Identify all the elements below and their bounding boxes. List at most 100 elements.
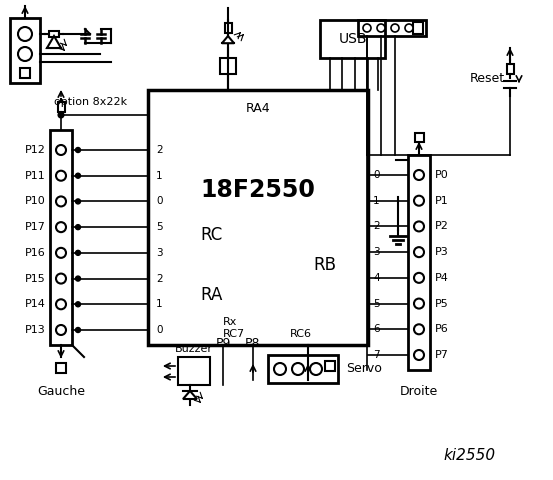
Circle shape xyxy=(391,24,399,32)
Text: Servo: Servo xyxy=(346,362,382,375)
Text: P6: P6 xyxy=(435,324,448,334)
Text: 1: 1 xyxy=(156,171,163,180)
Text: RA: RA xyxy=(200,286,222,304)
Bar xyxy=(320,20,385,58)
Bar xyxy=(358,20,426,36)
Bar xyxy=(413,22,423,34)
Text: P7: P7 xyxy=(435,350,449,360)
Text: P9: P9 xyxy=(215,337,231,350)
Text: P0: P0 xyxy=(435,170,448,180)
Circle shape xyxy=(56,171,66,180)
Text: P5: P5 xyxy=(435,299,448,309)
Circle shape xyxy=(76,327,81,333)
Text: P15: P15 xyxy=(25,274,46,284)
Bar xyxy=(268,355,338,383)
Circle shape xyxy=(414,221,424,231)
Text: RC6: RC6 xyxy=(290,329,312,339)
Text: P3: P3 xyxy=(435,247,448,257)
Circle shape xyxy=(76,173,81,178)
Bar xyxy=(10,18,40,83)
Text: 2: 2 xyxy=(373,221,379,231)
Circle shape xyxy=(56,325,66,335)
Bar xyxy=(507,64,514,74)
Text: Droite: Droite xyxy=(400,385,438,398)
Text: P16: P16 xyxy=(25,248,46,258)
Polygon shape xyxy=(222,36,234,43)
Circle shape xyxy=(56,300,66,309)
Circle shape xyxy=(414,324,424,334)
Text: Buzzer: Buzzer xyxy=(175,344,213,354)
Circle shape xyxy=(56,196,66,206)
Text: Gauche: Gauche xyxy=(37,385,85,398)
Text: P2: P2 xyxy=(435,221,449,231)
Text: P17: P17 xyxy=(25,222,46,232)
Text: ki2550: ki2550 xyxy=(444,447,496,463)
Circle shape xyxy=(76,251,81,255)
Bar xyxy=(56,363,66,373)
Text: 6: 6 xyxy=(373,324,379,334)
Text: RA4: RA4 xyxy=(246,101,270,115)
Text: P11: P11 xyxy=(25,171,46,180)
Circle shape xyxy=(405,24,413,32)
Text: RC7: RC7 xyxy=(223,329,245,339)
Text: 0: 0 xyxy=(156,325,163,335)
Bar xyxy=(49,31,59,37)
Circle shape xyxy=(18,47,32,61)
Bar xyxy=(325,361,335,371)
Circle shape xyxy=(414,170,424,180)
Text: P4: P4 xyxy=(435,273,449,283)
Text: Reset: Reset xyxy=(470,72,505,84)
Bar xyxy=(225,23,232,33)
Bar xyxy=(408,155,430,370)
Circle shape xyxy=(76,147,81,153)
Circle shape xyxy=(56,145,66,155)
Text: 2: 2 xyxy=(156,274,163,284)
Circle shape xyxy=(56,274,66,284)
Circle shape xyxy=(377,24,385,32)
Text: RC: RC xyxy=(200,226,222,244)
Polygon shape xyxy=(183,391,197,399)
Circle shape xyxy=(76,276,81,281)
Circle shape xyxy=(414,273,424,283)
Text: 3: 3 xyxy=(156,248,163,258)
Text: USB: USB xyxy=(338,32,367,46)
Circle shape xyxy=(414,247,424,257)
Bar xyxy=(178,357,210,385)
Bar xyxy=(220,58,236,74)
Text: RB: RB xyxy=(313,256,336,274)
Bar xyxy=(50,130,72,345)
Text: P1: P1 xyxy=(435,196,448,206)
Text: option 8x22k: option 8x22k xyxy=(54,97,128,107)
Text: 5: 5 xyxy=(373,299,379,309)
Text: 3: 3 xyxy=(373,247,379,257)
Circle shape xyxy=(414,350,424,360)
Text: 0: 0 xyxy=(156,196,163,206)
Circle shape xyxy=(310,363,322,375)
Text: 4: 4 xyxy=(373,273,379,283)
Circle shape xyxy=(292,363,304,375)
Text: P10: P10 xyxy=(25,196,46,206)
Circle shape xyxy=(76,199,81,204)
Text: 7: 7 xyxy=(373,350,379,360)
Circle shape xyxy=(363,24,371,32)
Text: 1: 1 xyxy=(373,196,379,206)
Text: Rx: Rx xyxy=(223,317,237,327)
Circle shape xyxy=(18,27,32,41)
Bar xyxy=(58,102,65,112)
Text: 5: 5 xyxy=(156,222,163,232)
Circle shape xyxy=(56,248,66,258)
Text: 18F2550: 18F2550 xyxy=(201,178,315,202)
Circle shape xyxy=(56,222,66,232)
Circle shape xyxy=(414,196,424,206)
Bar xyxy=(148,90,368,345)
Circle shape xyxy=(274,363,286,375)
Text: 0: 0 xyxy=(373,170,379,180)
Polygon shape xyxy=(47,36,61,48)
Text: P14: P14 xyxy=(25,300,46,309)
Circle shape xyxy=(414,299,424,309)
Circle shape xyxy=(76,225,81,229)
Circle shape xyxy=(59,112,64,118)
Bar xyxy=(20,68,30,78)
Text: 1: 1 xyxy=(156,300,163,309)
Text: P8: P8 xyxy=(245,337,261,350)
